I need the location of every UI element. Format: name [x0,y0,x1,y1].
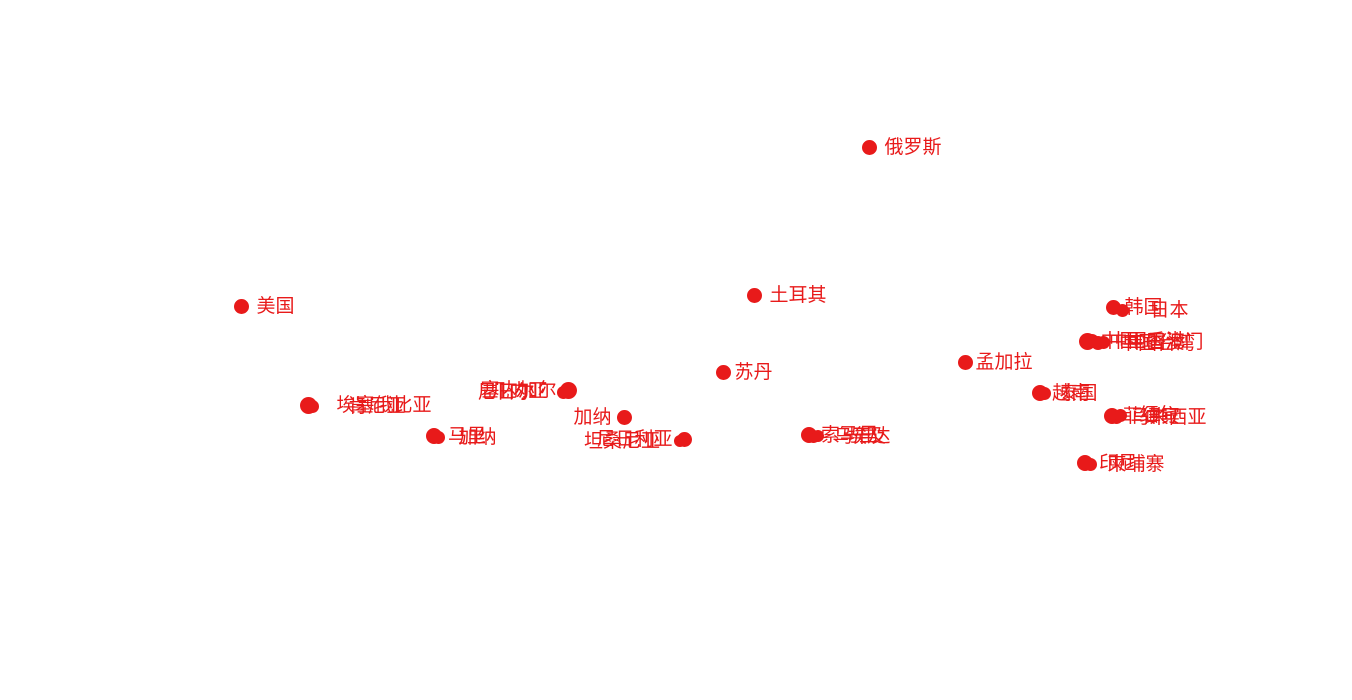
map-point-label: 加纳 [573,405,612,428]
map-point-label: 韩国 [1124,295,1163,318]
map-point[interactable]: 日本 [1115,298,1189,321]
map-point-label: 孟加拉 [975,350,1033,373]
map-point-label: 缅甸 [1139,403,1178,426]
map-point-label: 几内亚 [490,379,548,402]
map-point[interactable]: 美国 [233,294,295,317]
map-point[interactable]: 埃及 [812,426,886,445]
map-point-label: 苏丹 [734,360,773,383]
map-point[interactable]: 缅甸 [1113,403,1178,426]
map-point-dot[interactable] [1115,303,1129,317]
map-point-dot[interactable] [1113,408,1127,422]
map-point-label: 尼日利亚 [596,427,673,450]
map-point-label: 菲律宾 [1123,404,1181,427]
map-point-dot[interactable] [812,430,824,442]
map-point-dot[interactable] [1037,386,1051,400]
map-point-dot[interactable] [233,298,249,314]
map-point-dot[interactable] [746,287,762,303]
map-point[interactable]: 韩国 [1105,295,1163,318]
map-point-label: 乌干达 [833,424,891,447]
map-point-label: 俄罗斯 [884,135,942,158]
map-point-dot[interactable] [431,430,445,444]
map-point-label: 埃及 [848,424,887,447]
map-point[interactable]: 泰国 [1037,381,1098,404]
map-point[interactable]: 孟加拉 [957,350,1033,373]
map-point-label: 日本 [1150,298,1189,321]
map-point-label: 坦桑尼亚 [583,429,660,452]
map-point-label: 马里 [448,424,487,447]
map-point-label: 中国香港 [1109,329,1186,352]
map-point[interactable]: 俄罗斯 [861,135,942,158]
map-point-label: 埃塞俄比亚 [336,393,432,416]
map-point-label: 塞内加尔 [480,378,557,401]
map-point-label: 索马里 [821,423,879,446]
map-point-dot[interactable] [861,139,877,155]
map-point-dot[interactable] [1096,335,1110,349]
map-point-label: 中国 [1100,329,1139,352]
map-point[interactable]: 肯尼亚 [305,394,406,417]
map-point[interactable]: 中国澳门 [1096,330,1204,353]
map-point-label: 肯尼亚 [348,394,406,417]
map-point-label: 土耳其 [769,283,827,306]
map-point[interactable]: 加纳 [573,405,632,428]
map-point-dot[interactable] [1083,457,1097,471]
map-point[interactable]: 苏丹 [715,360,773,383]
map-point-label: 中国澳门 [1127,330,1204,353]
map-point-label: 印尼 [1099,451,1138,474]
map-point-label: 泰国 [1059,381,1098,404]
map-point-dot[interactable] [305,399,319,413]
map-point-label: 尼日尔 [477,380,535,403]
map-point[interactable]: 柬埔寨 [1083,452,1165,475]
map-point[interactable]: 土耳其 [746,283,827,306]
map-point-label: 柬埔寨 [1107,452,1165,475]
map-point-dot[interactable] [556,385,570,399]
map-point-dot[interactable] [957,354,973,370]
map-point-label: 中国台湾 [1119,331,1196,354]
map-point-label: 美国 [256,294,295,317]
map-point-dot[interactable] [715,364,731,380]
map-point-label: 马来西亚 [1130,405,1207,428]
map-point-dot[interactable] [674,435,686,447]
map-point-label: 越南 [1052,381,1091,404]
map-point-dot[interactable] [616,409,632,425]
map-point-label: 加纳 [458,425,497,448]
map-point[interactable]: 尼日尔 [477,380,570,403]
map-point[interactable]: 加纳 [431,425,497,448]
map-point[interactable]: 坦桑尼亚 [584,431,686,450]
